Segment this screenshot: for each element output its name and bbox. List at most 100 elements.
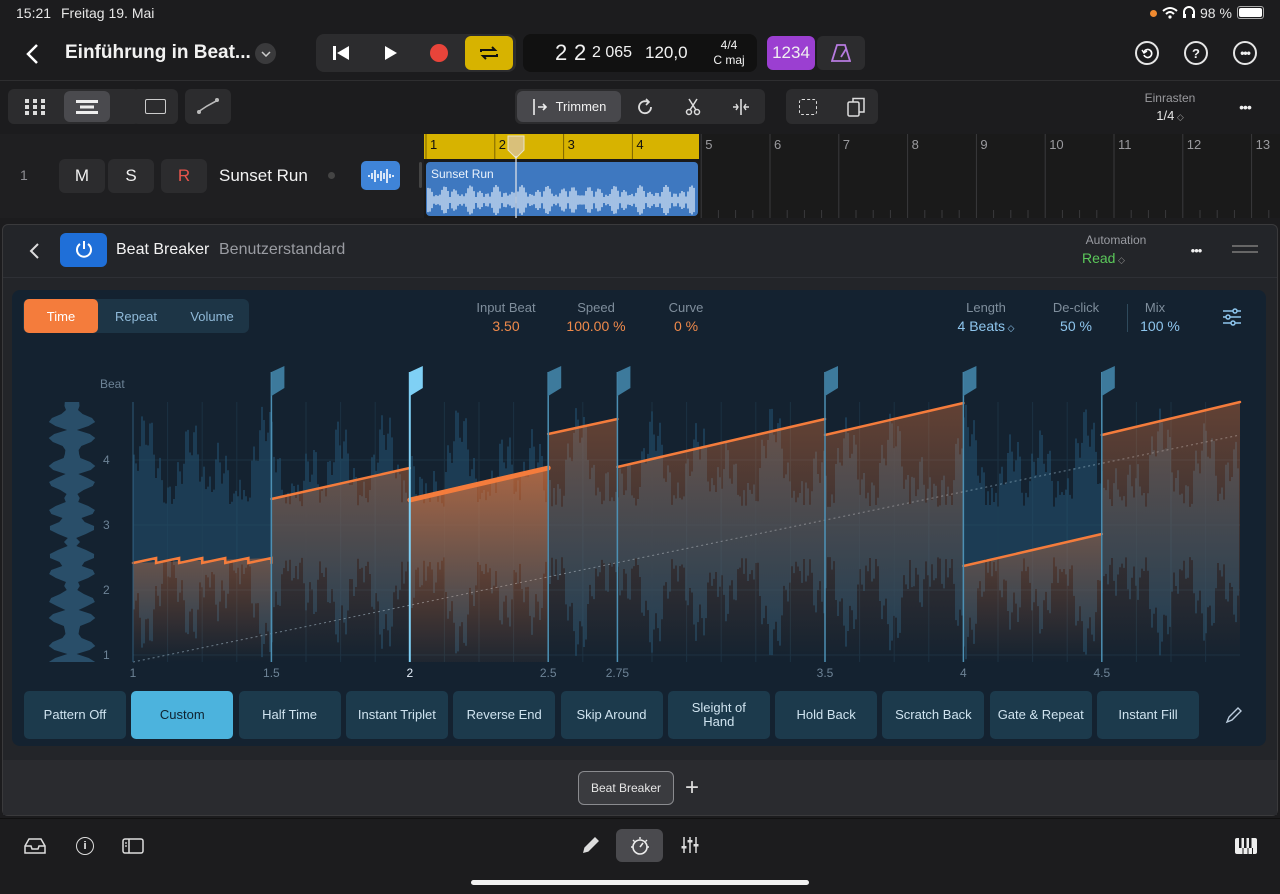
lcd-display[interactable]: 2 2 2 065 120,0 4/4 C maj xyxy=(523,34,757,72)
preset-gate-repeat[interactable]: Gate & Repeat xyxy=(989,691,1092,739)
preset-instant-triplet[interactable]: Instant Triplet xyxy=(345,691,448,739)
playhead-handle[interactable] xyxy=(507,135,525,159)
mixer-button[interactable] xyxy=(675,830,705,860)
automation-view-button[interactable] xyxy=(185,89,231,124)
up-down-chevron-icon: ◇ xyxy=(1174,112,1184,122)
track-resize-handle[interactable] xyxy=(419,162,422,188)
project-title[interactable]: Einführung in Beat... xyxy=(65,42,251,63)
plugin-power-button[interactable] xyxy=(60,233,107,267)
plugin-drag-handle-icon[interactable] xyxy=(1232,245,1258,253)
chevron-left-icon xyxy=(26,44,38,64)
snap-value-select[interactable]: 1/4 ◇ xyxy=(1130,108,1210,123)
slice-marker-handle[interactable] xyxy=(271,366,285,396)
back-button[interactable] xyxy=(18,40,46,68)
slice-curve[interactable] xyxy=(270,466,412,501)
info-button[interactable]: i xyxy=(70,832,100,860)
marquee-button[interactable] xyxy=(788,91,828,122)
length-select[interactable]: 4 Beats ◇ xyxy=(946,318,1026,334)
lcd-key: C maj xyxy=(713,53,745,67)
slice-curve[interactable] xyxy=(616,417,827,469)
cycle-region[interactable] xyxy=(424,134,699,159)
plugins-view-button[interactable] xyxy=(616,829,663,862)
settings-sliders-button[interactable] xyxy=(1218,304,1246,330)
preset-hold-back[interactable]: Hold Back xyxy=(775,691,878,739)
editor-pencil-button[interactable] xyxy=(576,830,606,860)
record-enable-button[interactable]: R xyxy=(161,159,207,193)
speed-value[interactable]: 100.00 % xyxy=(566,318,626,334)
loop-tool-icon xyxy=(638,97,652,114)
loop-icon xyxy=(480,46,498,60)
declick-value[interactable]: 50 % xyxy=(1060,318,1092,334)
browser-button[interactable] xyxy=(20,832,50,860)
join-tool-button[interactable] xyxy=(721,91,761,122)
project-menu-button[interactable] xyxy=(255,43,276,64)
metronome-button[interactable] xyxy=(817,36,865,70)
slice-curve[interactable] xyxy=(962,532,1104,568)
loop-tool-button[interactable] xyxy=(625,91,665,122)
go-to-start-button[interactable] xyxy=(322,36,360,70)
slice-marker-handle[interactable] xyxy=(548,366,562,396)
plugin-slot-button[interactable]: Beat Breaker xyxy=(578,771,674,805)
plugin-preset-name[interactable]: Benutzerstandard xyxy=(219,241,346,258)
mix-label: Mix xyxy=(1144,300,1166,315)
curve-value[interactable]: 0 % xyxy=(673,318,699,334)
mute-button[interactable]: M xyxy=(59,159,105,193)
add-plugin-button[interactable]: + xyxy=(680,774,704,801)
trim-tool-button[interactable]: Trimmen xyxy=(517,91,621,122)
preset-custom[interactable]: Custom xyxy=(131,691,234,739)
slice-marker-handle[interactable] xyxy=(1101,366,1115,396)
audio-track-icon-button[interactable] xyxy=(361,161,400,190)
slice-marker-handle[interactable] xyxy=(825,366,838,396)
plugin-more-button[interactable]: ••• xyxy=(1180,238,1212,262)
solo-button[interactable]: S xyxy=(108,159,154,193)
preset-reverse-end[interactable]: Reverse End xyxy=(453,691,556,739)
pencil-icon xyxy=(1225,707,1242,724)
tab-time[interactable]: Time xyxy=(24,299,98,333)
timeline[interactable]: 1 2 3 4 5 6 7 8 9 10 11 12 13 Sunset Run xyxy=(424,134,1280,218)
slice-marker-handle[interactable] xyxy=(617,366,631,396)
y-tick-label: 3 xyxy=(103,518,110,532)
tab-repeat[interactable]: Repeat xyxy=(115,308,157,324)
home-indicator[interactable] xyxy=(471,880,809,885)
preset-skip-around[interactable]: Skip Around xyxy=(560,691,663,739)
tab-volume[interactable]: Volume xyxy=(190,308,234,324)
slice-curve[interactable] xyxy=(131,556,273,565)
slice-curve[interactable] xyxy=(823,401,965,437)
preset-half-time[interactable]: Half Time xyxy=(238,691,341,739)
region-view-button[interactable] xyxy=(132,89,178,124)
speed-label: Speed xyxy=(577,300,615,315)
live-loops-view-button[interactable] xyxy=(12,91,58,122)
help-button[interactable]: ? xyxy=(1184,41,1208,65)
preset-instant-fill[interactable]: Instant Fill xyxy=(1097,691,1199,739)
plugin-back-button[interactable] xyxy=(20,238,48,264)
edit-pattern-button[interactable] xyxy=(1212,691,1256,739)
cycle-button[interactable] xyxy=(465,36,513,70)
inspector-button[interactable] xyxy=(118,832,148,860)
count-in-button[interactable]: 1234 xyxy=(767,36,815,70)
slice-curve[interactable] xyxy=(546,417,619,436)
slice-marker-handle[interactable] xyxy=(963,366,977,396)
copy-button[interactable] xyxy=(836,91,876,122)
lcd-division: 2 065 xyxy=(592,44,633,61)
mix-value[interactable]: 100 % xyxy=(1140,318,1180,334)
split-tool-button[interactable] xyxy=(673,91,713,122)
preset-pattern-off[interactable]: Pattern Off xyxy=(24,691,126,739)
slice-curve[interactable] xyxy=(1100,400,1242,437)
beat-graph[interactable]: Beat 4 3 2 1 1 1.5 2 2.5 2.75 3.5 4 4.5 xyxy=(12,340,1266,685)
play-button[interactable] xyxy=(372,36,410,70)
keyboard-button[interactable] xyxy=(1230,832,1262,860)
toolbar-more-button[interactable]: ••• xyxy=(1228,94,1262,120)
preset-sleight-of-hand[interactable]: Sleight of Hand xyxy=(667,691,770,739)
preset-scratch-back[interactable]: Scratch Back xyxy=(882,691,985,739)
input-beat-value[interactable]: 3.50 xyxy=(492,318,520,334)
slice-curve[interactable] xyxy=(407,465,551,503)
pencil-icon xyxy=(583,837,599,853)
undo-button[interactable] xyxy=(1135,41,1159,65)
tracks-view-button[interactable] xyxy=(64,91,110,122)
more-options-button[interactable]: ••• xyxy=(1233,41,1257,65)
slice-marker-handle[interactable] xyxy=(409,366,423,396)
automation-mode-select[interactable]: Read ◇ xyxy=(1082,250,1125,266)
track-name[interactable]: Sunset Run xyxy=(219,166,308,185)
lcd-bar: 2 xyxy=(555,40,568,65)
record-button[interactable] xyxy=(420,36,458,70)
